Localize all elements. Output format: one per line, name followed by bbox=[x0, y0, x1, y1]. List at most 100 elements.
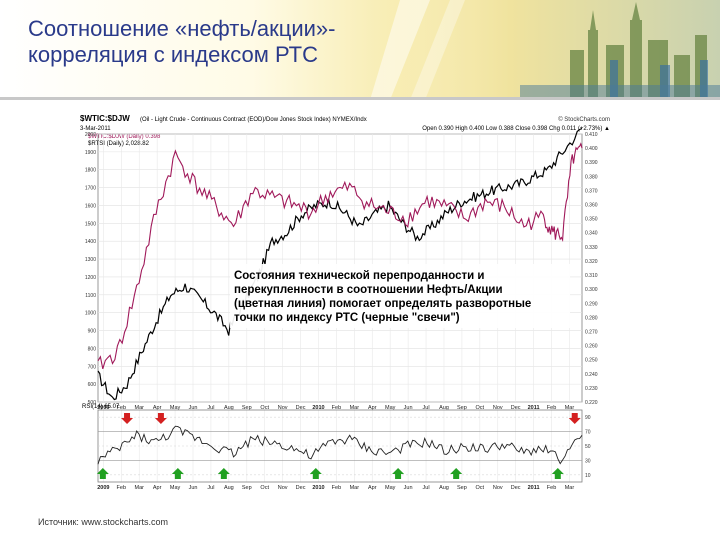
x-tick-label: Jun bbox=[404, 405, 413, 411]
rsi-label: RSI(14) 65.07 bbox=[82, 404, 120, 410]
rsi-grid bbox=[98, 416, 582, 476]
x-tick-label: Jul bbox=[207, 405, 214, 411]
right-tick-label: 0.240 bbox=[585, 372, 598, 378]
right-tick-label: 0.340 bbox=[585, 231, 598, 237]
signal-arrows bbox=[96, 413, 581, 479]
rsi-x-tick-label: Feb bbox=[117, 485, 126, 491]
x-tick-label: Mar bbox=[565, 405, 575, 411]
right-tick-label: 0.400 bbox=[585, 146, 598, 152]
right-tick-label: 0.360 bbox=[585, 203, 598, 209]
x-axis: 2009 2009 Feb Feb Mar Mar Apr Apr May May Jun Jun Ju… bbox=[97, 405, 574, 491]
x-tick-label: 2011 bbox=[528, 405, 540, 411]
x-tick-label: Oct bbox=[260, 405, 269, 411]
rsi-x-tick-label: Dec bbox=[511, 485, 521, 491]
x-tick-label: Apr bbox=[368, 405, 377, 411]
rsi-x-tick-label: Sep bbox=[457, 485, 467, 491]
x-tick-label: Feb bbox=[547, 405, 556, 411]
annotation-line-1: Состояния технической перепроданности и bbox=[234, 270, 484, 282]
right-tick-label: 0.330 bbox=[585, 245, 598, 251]
left-tick-label: 500 bbox=[88, 400, 97, 406]
right-tick-label: 0.220 bbox=[585, 400, 598, 406]
left-tick-label: 1000 bbox=[85, 311, 96, 317]
slide-title-line1: Соотношение «нефть/акции»- bbox=[28, 16, 336, 41]
rsi-x-tick-label: Aug bbox=[439, 485, 449, 491]
rsi-x-tick-label: Jul bbox=[207, 485, 214, 491]
right-tick-label: 0.270 bbox=[585, 329, 598, 335]
rsi-x-tick-label: Nov bbox=[493, 485, 503, 491]
rsi-x-tick-label: Jun bbox=[189, 485, 198, 491]
rsi-x-tick-label: Apr bbox=[368, 485, 377, 491]
chart-svg: $WTIC:$DJW (Oil - Light Crude - Continuo… bbox=[80, 114, 610, 491]
chart-source-mark: © StockCharts.com bbox=[558, 116, 610, 123]
left-tick-label: 1200 bbox=[85, 275, 96, 281]
x-tick-label: Feb bbox=[117, 405, 126, 411]
x-tick-label: Oct bbox=[476, 405, 485, 411]
x-tick-label: Jul bbox=[423, 405, 430, 411]
x-tick-label: Dec bbox=[511, 405, 521, 411]
rsi-x-tick-label: May bbox=[170, 485, 181, 491]
slide-title: Соотношение «нефть/акции»- корреляция с … bbox=[28, 16, 388, 68]
legend-rtsi: $RTSI (Daily) 2,028.82 bbox=[88, 141, 150, 147]
rsi-x-tick-label: 2011 bbox=[528, 485, 540, 491]
right-tick-label: 0.350 bbox=[585, 217, 598, 223]
right-tick-label: 0.230 bbox=[585, 386, 598, 392]
right-axis: 0.410 0.400 0.390 0.380 0.370 0.360 0.350 0.340… bbox=[585, 132, 598, 406]
slide-title-line2: корреляция с индексом РТС bbox=[28, 42, 318, 67]
left-tick-label: 600 bbox=[88, 382, 97, 388]
left-tick-label: 900 bbox=[88, 329, 97, 335]
rsi-x-tick-label: Mar bbox=[134, 485, 144, 491]
rsi-x-tick-label: Mar bbox=[350, 485, 360, 491]
source-note: Источник: www.stockcharts.com bbox=[38, 517, 168, 527]
rsi-x-tick-label: 2009 bbox=[97, 485, 109, 491]
buy-signal-arrow bbox=[217, 468, 230, 479]
rtsi-series-line bbox=[97, 128, 583, 401]
rsi-x-tick-label: Aug bbox=[224, 485, 234, 491]
rsi-x-tick-label: Nov bbox=[278, 485, 288, 491]
left-tick-label: 1800 bbox=[85, 168, 96, 174]
x-tick-label: Mar bbox=[134, 405, 144, 411]
x-tick-label: Dec bbox=[296, 405, 306, 411]
buy-signal-arrow bbox=[96, 468, 109, 479]
rsi-tick-label: 10 bbox=[585, 473, 591, 479]
right-tick-label: 0.380 bbox=[585, 174, 598, 180]
right-tick-label: 0.390 bbox=[585, 160, 598, 166]
annotation-box: Состояния технической перепроданности и … bbox=[230, 264, 570, 328]
x-tick-label: 2009 bbox=[97, 405, 109, 411]
left-tick-label: 1500 bbox=[85, 221, 96, 227]
header-divider bbox=[0, 97, 720, 100]
x-tick-label: Aug bbox=[439, 405, 449, 411]
sell-signal-arrow bbox=[568, 413, 581, 424]
left-axis: 2000 1900 1800 1700 1600 1500 1400 1300 1200 1100… bbox=[85, 132, 96, 406]
rsi-tick-label: 50 bbox=[585, 444, 591, 450]
ratio-series-line bbox=[97, 142, 583, 370]
rsi-x-tick-label: Dec bbox=[296, 485, 306, 491]
right-tick-label: 0.280 bbox=[585, 315, 598, 321]
rsi-series-line bbox=[97, 425, 583, 465]
left-tick-label: 1400 bbox=[85, 239, 96, 245]
rsi-x-tick-label: Jul bbox=[423, 485, 430, 491]
chart-date: 3-Mar-2011 bbox=[80, 126, 111, 132]
left-tick-label: 1700 bbox=[85, 186, 96, 192]
left-tick-label: 1900 bbox=[85, 150, 96, 156]
chart-container: $WTIC:$DJW (Oil - Light Crude - Continuo… bbox=[78, 112, 612, 504]
right-tick-label: 0.410 bbox=[585, 132, 598, 138]
x-tick-label: Mar bbox=[350, 405, 360, 411]
left-tick-label: 1300 bbox=[85, 257, 96, 263]
rsi-x-tick-label: May bbox=[385, 485, 396, 491]
rsi-x-tick-label: Feb bbox=[332, 485, 341, 491]
x-tick-label: Apr bbox=[153, 405, 162, 411]
left-tick-label: 1100 bbox=[85, 293, 96, 299]
x-tick-label: 2010 bbox=[312, 405, 324, 411]
rsi-x-tick-label: Jun bbox=[404, 485, 413, 491]
chart-description: (Oil - Light Crude - Continuous Contract… bbox=[140, 117, 367, 123]
left-tick-label: 800 bbox=[88, 346, 97, 352]
right-tick-label: 0.320 bbox=[585, 259, 598, 265]
chart-ohlc: Open 0.390 High 0.400 Low 0.388 Close 0.… bbox=[422, 126, 610, 132]
left-tick-label: 1600 bbox=[85, 203, 96, 209]
right-tick-label: 0.370 bbox=[585, 188, 598, 194]
rsi-x-tick-label: Mar bbox=[565, 485, 575, 491]
right-tick-label: 0.300 bbox=[585, 287, 598, 293]
right-tick-label: 0.260 bbox=[585, 344, 598, 350]
rsi-x-tick-label: Apr bbox=[153, 485, 162, 491]
left-tick-label: 700 bbox=[88, 364, 97, 370]
